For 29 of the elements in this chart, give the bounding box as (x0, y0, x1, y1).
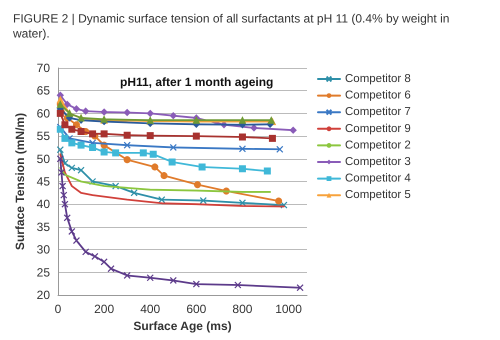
x-tick-label: 400 (140, 302, 161, 316)
y-tick-label: 25 (36, 265, 50, 280)
x-tick-label: 800 (232, 302, 253, 316)
y-tick-label: 60 (36, 106, 50, 120)
y-axis-title: Surface Tension (mN/m) (13, 112, 27, 250)
legend-label: Competitor 7 (345, 106, 411, 118)
chart-title: FIGURE 2 | Dynamic surface tension of all surfactants at pH 11 (0.4% by weight in water). (12, 12, 453, 40)
legend-label: Competitor 5 (345, 189, 411, 202)
legend-label: Competitor 6 (345, 90, 411, 102)
annotation: pH11, after 1 month ageing (120, 75, 274, 89)
legend-label: Competitor 4 (345, 172, 412, 185)
x-axis-title: Surface Age (ms) (133, 318, 232, 333)
y-tick-label: 40 (36, 197, 50, 212)
y-tick-label: 70 (36, 61, 50, 75)
x-tick-label: 600 (186, 302, 207, 316)
x-tick-label: 1000 (275, 302, 302, 316)
y-tick-label: 35 (36, 220, 50, 234)
y-tick-label: 20 (36, 288, 50, 302)
legend-label: Competitor 9 (345, 122, 411, 135)
x-tick-label: 0 (54, 302, 62, 316)
y-tick-label: 30 (36, 242, 50, 257)
legend-label: Competitor 3 (345, 156, 411, 168)
y-tick-label: 55 (36, 129, 50, 144)
legend-label: Competitor 8 (345, 73, 411, 85)
y-tick-label: 65 (36, 84, 50, 98)
y-tick-label: 50 (36, 152, 50, 166)
y-tick-label: 45 (36, 174, 50, 188)
x-tick-label: 200 (94, 302, 114, 316)
legend-label: Competitor 2 (345, 139, 411, 152)
